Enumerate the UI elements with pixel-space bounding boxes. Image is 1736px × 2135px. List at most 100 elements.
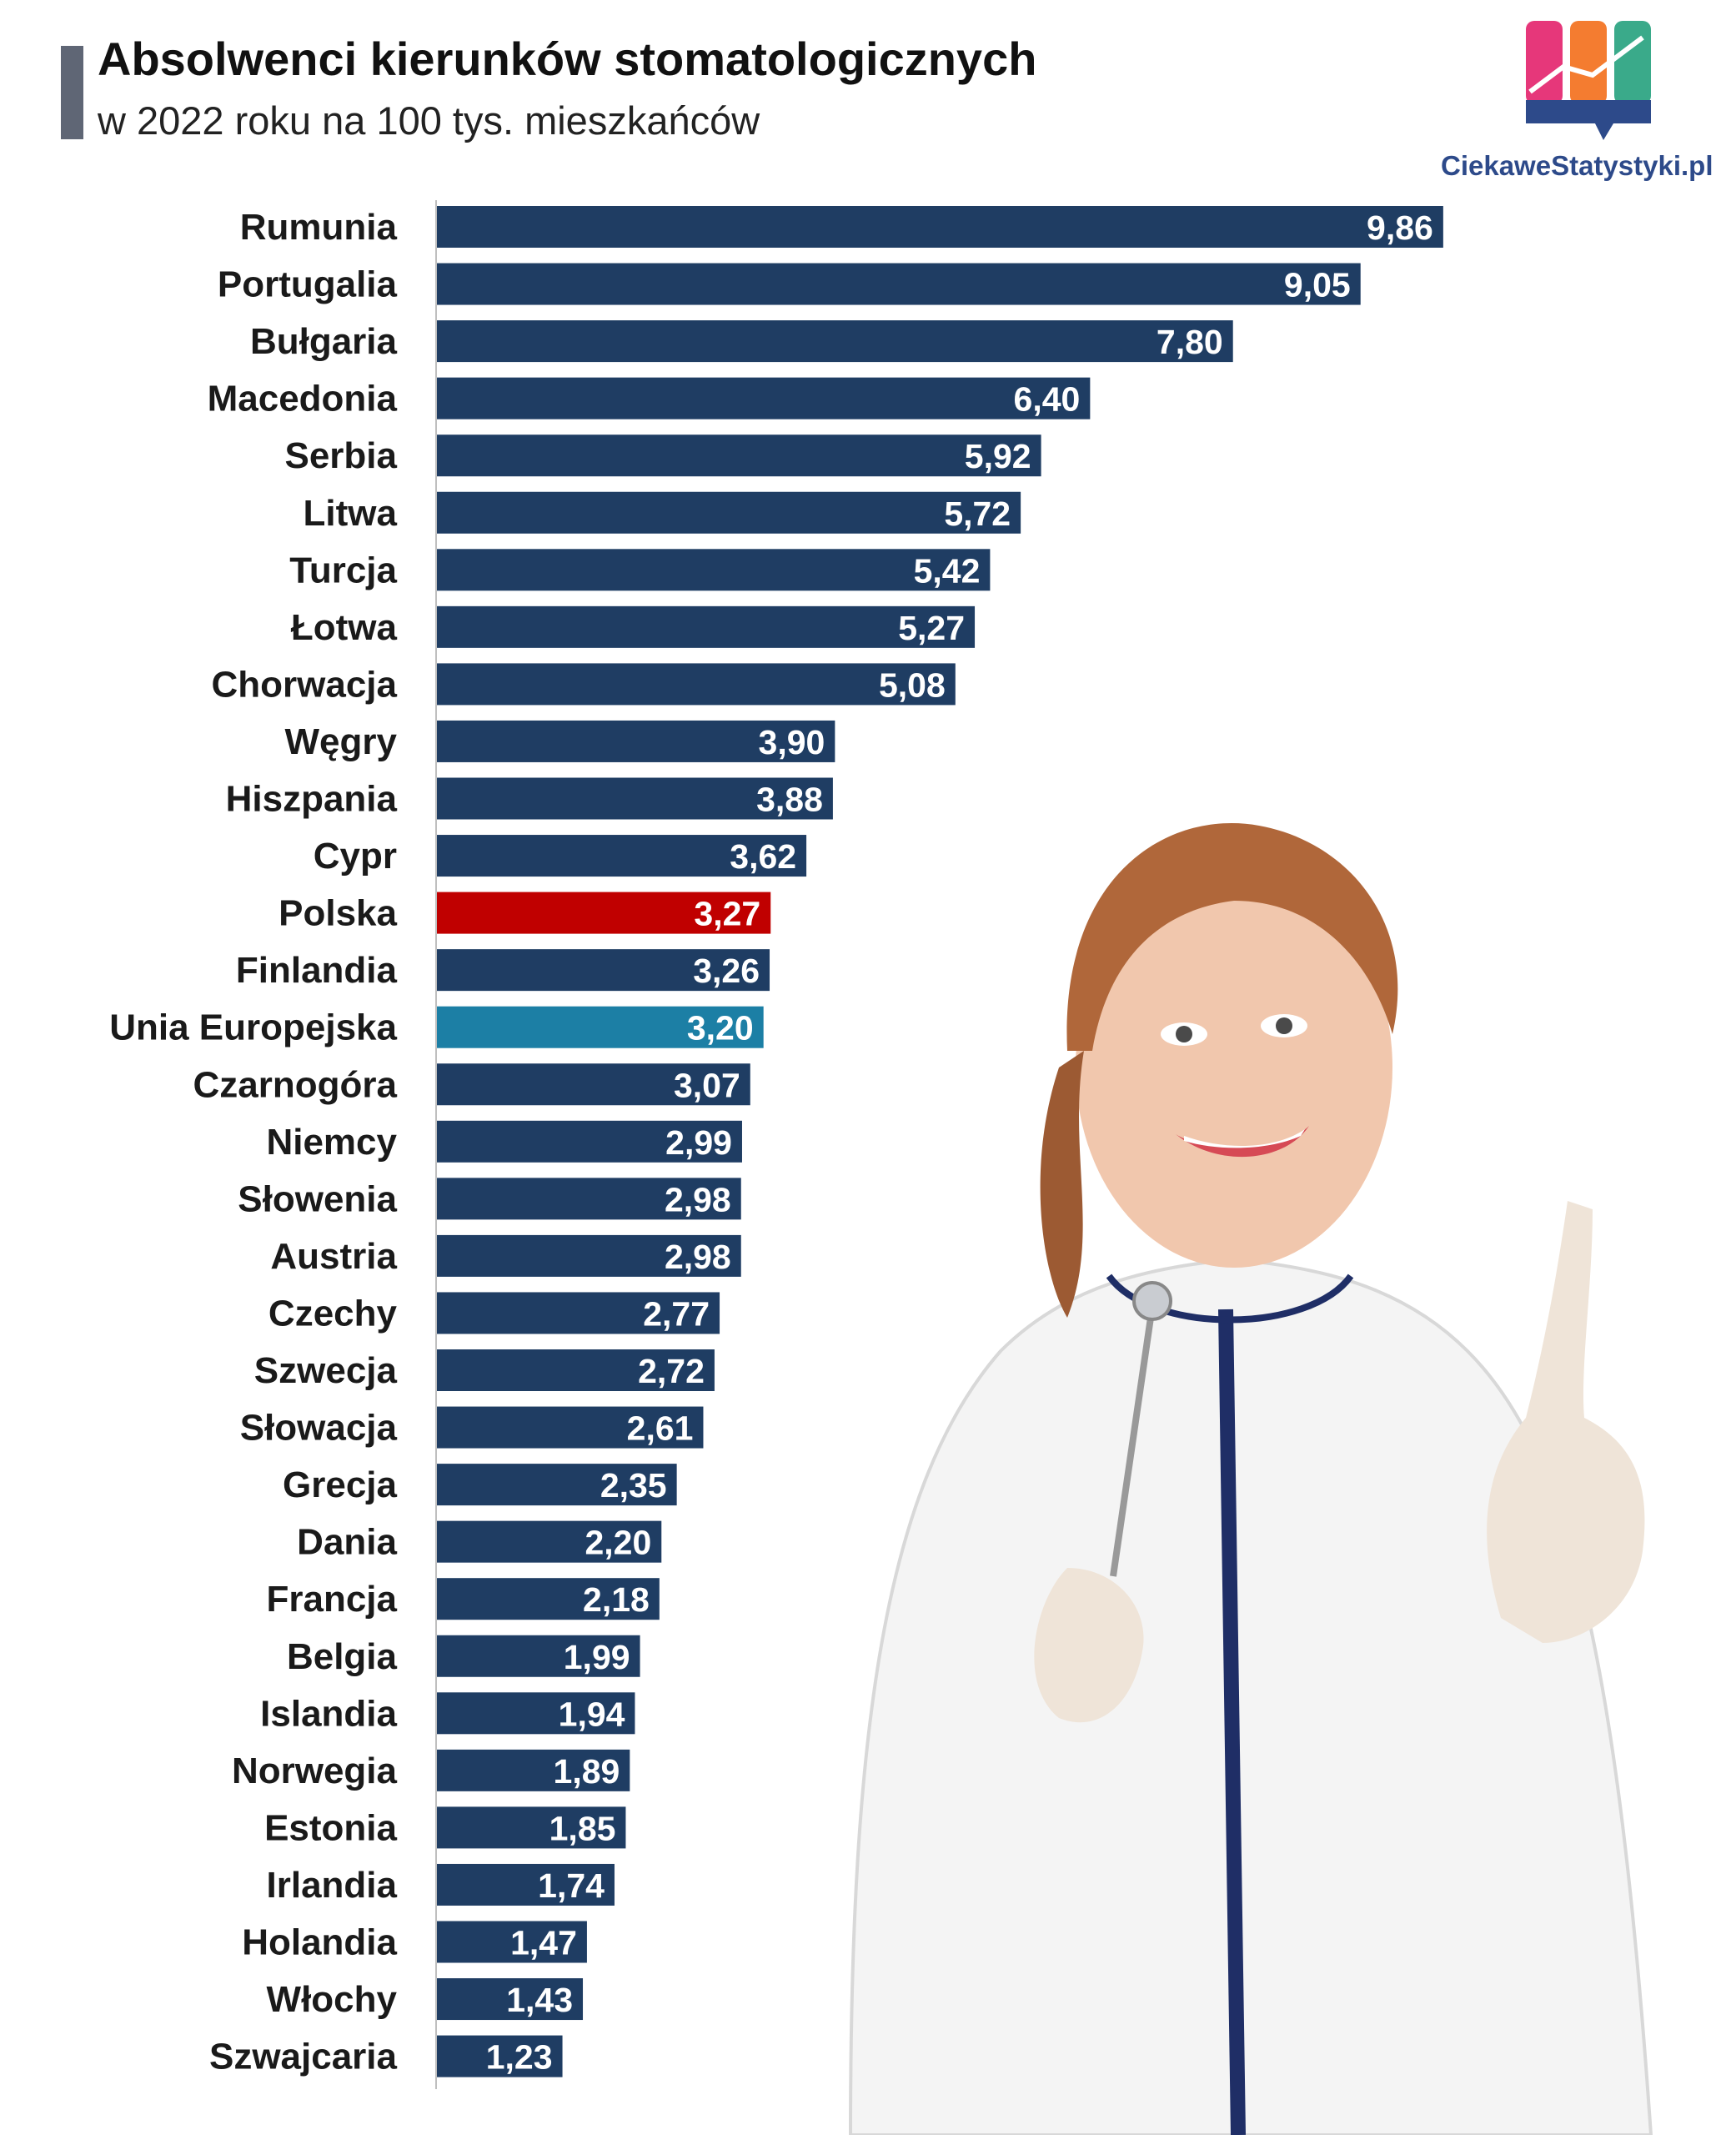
bar-9 xyxy=(437,720,835,762)
bar-29 xyxy=(437,1863,615,1906)
category-label: Chorwacja xyxy=(211,664,397,705)
category-label: Francja xyxy=(266,1579,397,1620)
category-label: Grecja xyxy=(283,1464,398,1505)
category-label: Estonia xyxy=(264,1807,397,1848)
bar-23 xyxy=(437,1520,662,1563)
bar-1 xyxy=(437,263,1361,305)
category-label: Hiszpania xyxy=(226,779,398,820)
value-label: 3,27 xyxy=(694,895,760,933)
value-label: 1,99 xyxy=(564,1638,630,1676)
category-label: Serbia xyxy=(284,435,397,476)
value-label: 7,80 xyxy=(1156,323,1223,361)
category-label: Turcja xyxy=(289,550,397,590)
value-label: 3,90 xyxy=(759,723,825,761)
category-label: Finlandia xyxy=(236,950,398,991)
value-label: 1,23 xyxy=(486,2038,553,2077)
category-label: Czarnogóra xyxy=(193,1064,398,1105)
bar-15 xyxy=(437,1063,750,1106)
value-label: 3,20 xyxy=(687,1009,754,1047)
bar-32 xyxy=(437,2035,563,2077)
category-label: Portugalia xyxy=(218,264,398,305)
bar-14 xyxy=(437,1006,764,1048)
category-label: Włochy xyxy=(267,1979,398,2020)
value-label: 2,18 xyxy=(583,1580,650,1619)
category-label: Czechy xyxy=(268,1293,398,1334)
value-label: 3,88 xyxy=(756,781,823,819)
category-label: Holandia xyxy=(242,1922,397,1963)
category-label: Islandia xyxy=(260,1693,397,1734)
bar-28 xyxy=(437,1806,626,1849)
bar-4 xyxy=(437,435,1041,477)
bar-5 xyxy=(437,491,1021,534)
value-label: 2,35 xyxy=(600,1466,667,1505)
bar-6 xyxy=(437,549,991,591)
category-label: Dania xyxy=(297,1522,397,1563)
category-label: Austria xyxy=(270,1236,397,1277)
title-accent-bar xyxy=(61,46,83,139)
category-label: Węgry xyxy=(285,721,398,762)
value-label: 6,40 xyxy=(1014,380,1081,419)
value-label: 9,86 xyxy=(1367,208,1433,247)
bar-22 xyxy=(437,1464,677,1506)
category-label: Unia Europejska xyxy=(109,1007,397,1048)
value-label: 2,77 xyxy=(643,1294,710,1333)
value-label: 1,43 xyxy=(506,1981,573,2019)
bar-21 xyxy=(437,1406,704,1449)
category-label: Polska xyxy=(278,893,397,934)
bar-30 xyxy=(437,1921,587,1963)
category-label: Niemcy xyxy=(266,1122,397,1163)
chart-subtitle: w 2022 roku na 100 tys. mieszkańców xyxy=(98,98,760,143)
bar-31 xyxy=(437,1978,584,2021)
value-label: 2,99 xyxy=(665,1123,732,1162)
value-label: 2,98 xyxy=(665,1238,731,1276)
bar-2 xyxy=(437,320,1233,363)
bar-17 xyxy=(437,1178,741,1220)
category-label: Irlandia xyxy=(267,1865,398,1906)
bar-20 xyxy=(437,1349,715,1391)
bar-8 xyxy=(437,663,956,706)
value-label: 1,94 xyxy=(559,1695,625,1733)
value-label: 5,72 xyxy=(944,495,1011,533)
value-label: 3,07 xyxy=(674,1066,740,1104)
value-label: 1,85 xyxy=(549,1809,616,1847)
value-label: 1,74 xyxy=(538,1866,605,1905)
value-label: 5,92 xyxy=(965,437,1031,475)
value-label: 9,05 xyxy=(1284,266,1351,304)
bar-3 xyxy=(437,377,1091,419)
category-label: Łotwa xyxy=(291,607,398,648)
chart-title: Absolwenci kierunków stomatologicznych xyxy=(98,33,1037,85)
bar-18 xyxy=(437,1234,741,1277)
value-label: 5,27 xyxy=(898,609,965,647)
category-label: Cypr xyxy=(314,836,397,877)
bar-7 xyxy=(437,605,976,648)
value-label: 3,62 xyxy=(730,837,796,876)
category-label: Szwajcaria xyxy=(209,2037,398,2077)
value-label: 2,72 xyxy=(638,1352,705,1390)
category-label: Litwa xyxy=(304,493,398,534)
category-label: Słowenia xyxy=(238,1178,397,1219)
value-label: 5,08 xyxy=(879,666,946,704)
bar-0 xyxy=(437,206,1443,248)
category-label: Macedonia xyxy=(208,379,398,419)
value-label: 2,61 xyxy=(627,1409,694,1448)
value-label: 2,98 xyxy=(665,1180,731,1218)
category-label: Belgia xyxy=(287,1636,398,1677)
value-label: 1,47 xyxy=(510,1924,577,1962)
category-label: Norwegia xyxy=(232,1751,398,1791)
value-label: 5,42 xyxy=(914,551,981,590)
value-label: 3,26 xyxy=(693,952,760,990)
bar-13 xyxy=(437,949,770,992)
bar-24 xyxy=(437,1578,660,1620)
category-label: Bułgaria xyxy=(250,321,398,362)
bar-16 xyxy=(437,1120,742,1163)
value-label: 2,20 xyxy=(585,1524,651,1562)
dentist-woman-photo xyxy=(848,823,1653,2135)
bar-10 xyxy=(437,777,833,820)
brand-logo-icon xyxy=(1526,21,1651,140)
bars-group: Rumunia 9,86 Portugalia 9,05 Bułgaria 7,80 Mac… xyxy=(109,206,1443,2077)
bar-12 xyxy=(437,892,771,934)
brand-name: CiekaweStatystyki.pl xyxy=(1441,150,1713,181)
bar-19 xyxy=(437,1292,720,1334)
bar-25 xyxy=(437,1635,640,1677)
